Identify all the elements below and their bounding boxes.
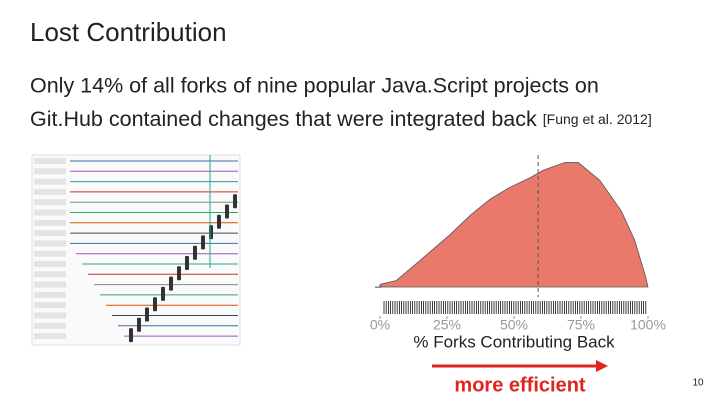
commit [177,266,181,281]
commit [233,194,237,209]
citation: [Fung et al. 2012] [543,111,652,127]
graph-frame [31,154,241,346]
commit [201,235,205,250]
slide-title: Lost Contribution [30,17,227,47]
row-label [34,333,66,340]
commit [137,317,141,332]
row-label [34,158,66,164]
commit [217,214,221,229]
arrow-head [596,360,608,372]
row-label [34,199,66,206]
row-label [34,312,66,319]
commit [129,328,133,343]
fork-graph [31,154,241,346]
body-line: Git.Hub contained changes that were inte… [30,107,537,131]
row-label [34,322,66,329]
commit [225,204,229,219]
axis-dash: – [375,279,382,293]
x-tick-label: 25% [433,317,461,333]
commit [153,297,157,312]
row-label [34,178,66,185]
commit [145,307,149,322]
row-label [34,261,66,267]
row-label [34,281,66,288]
commit [169,276,173,291]
page-number: 10 [692,378,704,389]
row-label [34,230,66,237]
density-chart: 0% 25% 50% 75% 100% % Forks Contributing Back [370,155,666,351]
body-line: Git.Hub contained changes that were inte… [30,107,652,131]
row-label [34,291,66,298]
x-tick-label: 0% [370,317,390,333]
commit [185,256,189,270]
x-tick-label: 50% [500,317,528,333]
row-label [34,302,66,309]
row-label [34,240,66,247]
row-label [34,168,66,175]
x-tick-label: 100% [630,317,666,333]
x-axis-label: % Forks Contributing Back [413,332,615,351]
body-line: Only 14% of all forks of nine popular Ja… [30,74,599,98]
row-label [34,250,66,257]
row-label [34,219,66,226]
row-label [34,188,66,195]
commit [161,286,165,301]
x-tick-label: 75% [567,317,595,333]
density-area [379,162,649,288]
commit [193,245,197,260]
row-label [34,209,66,216]
row-label [34,271,66,278]
annotation: more efficient [454,374,585,396]
